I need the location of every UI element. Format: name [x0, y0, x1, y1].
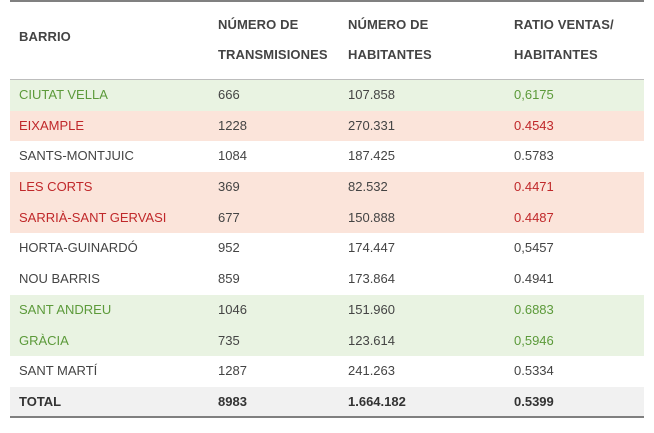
cell-habitantes: 241.263: [348, 363, 395, 379]
cell-habitantes: 150.888: [348, 209, 395, 225]
cell-barrio: CIUTAT VELLA: [19, 87, 108, 102]
header-transmisiones-line2: TRANSMISIONES: [218, 47, 328, 62]
cell-ratio: 0.5334: [514, 363, 554, 379]
cell-transmisiones: 859: [218, 271, 240, 287]
cell-habitantes: 107.858: [348, 87, 395, 102]
cell-ratio: 0.4941: [514, 271, 554, 287]
cell-habitantes: 123.614: [348, 332, 395, 348]
cell-barrio: GRÀCIA: [19, 332, 69, 348]
cell-transmisiones: 1084: [218, 148, 247, 164]
cell-ratio: 0.5783: [514, 148, 554, 164]
cell-ratio: 0.4471: [514, 179, 554, 195]
table-row: SANT MARTÍ 1287 241.263 0.5334: [10, 356, 644, 387]
table-row: SARRIÀ-SANT GERVASI 677 150.888 0.4487: [10, 202, 644, 234]
cell-habitantes: 270.331: [348, 117, 395, 133]
cell-transmisiones: 952: [218, 240, 240, 256]
header-barrio: BARRIO: [19, 29, 71, 44]
cell-habitantes: 187.425: [348, 148, 395, 164]
cell-ratio: 0,5946: [514, 332, 554, 348]
cell-barrio: LES CORTS: [19, 179, 93, 195]
table-row: HORTA-GUINARDÓ 952 174.447 0,5457: [10, 233, 644, 265]
cell-ratio: 0,6175: [514, 87, 554, 102]
table-row: CIUTAT VELLA 666 107.858 0,6175: [10, 80, 644, 111]
cell-habitantes: 151.960: [348, 301, 395, 317]
cell-ratio: 0,5457: [514, 240, 554, 256]
table-row: EIXAMPLE 1228 270.331 0.4543: [10, 110, 644, 142]
table-row: LES CORTS 369 82.532 0.4471: [10, 172, 644, 203]
cell-transmisiones: 1228: [218, 117, 247, 133]
cell-transmisiones: 735: [218, 332, 240, 348]
table-row: NOU BARRIS 859 173.864 0.4941: [10, 264, 644, 295]
table-row: GRÀCIA 735 123.614 0,5946: [10, 325, 644, 357]
total-ratio: 0.5399: [514, 393, 554, 409]
header-ratio-line2: HABITANTES: [514, 47, 598, 62]
header-ratio-line1: RATIO VENTAS/: [514, 17, 614, 32]
cell-barrio: SANTS-MONTJUIC: [19, 148, 134, 164]
cell-transmisiones: 1287: [218, 363, 247, 379]
cell-barrio: NOU BARRIS: [19, 271, 100, 287]
total-label: TOTAL: [19, 393, 62, 409]
cell-habitantes: 82.532: [348, 179, 388, 195]
header-habitantes-line1: NÚMERO DE: [348, 17, 429, 32]
cell-transmisiones: 666: [218, 87, 240, 102]
cell-transmisiones: 369: [218, 179, 240, 195]
cell-barrio: SANT ANDREU: [19, 301, 112, 317]
cell-habitantes: 174.447: [348, 240, 395, 256]
data-table: BARRIO NÚMERO DE TRANSMISIONES NÚMERO DE…: [10, 0, 644, 418]
table-body: CIUTAT VELLA 666 107.858 0,6175 EIXAMPLE 1228…: [10, 80, 644, 387]
cell-habitantes: 173.864: [348, 271, 395, 287]
cell-barrio: HORTA-GUINARDÓ: [19, 240, 138, 256]
total-row: TOTAL 8983 1.664.182 0.5399: [10, 386, 644, 418]
table-row: SANT ANDREU 1046 151.960 0.6883: [10, 294, 644, 326]
cell-transmisiones: 677: [218, 209, 240, 225]
cell-barrio: EIXAMPLE: [19, 117, 85, 133]
cell-barrio: SANT MARTÍ: [19, 363, 98, 379]
cell-ratio: 0.4543: [514, 117, 554, 133]
total-habitantes: 1.664.182: [348, 393, 406, 409]
total-transmisiones: 8983: [218, 393, 247, 409]
header-transmisiones-line1: NÚMERO DE: [218, 17, 299, 32]
cell-ratio: 0.4487: [514, 209, 554, 225]
cell-barrio: SARRIÀ-SANT GERVASI: [19, 209, 167, 225]
table-row: SANTS-MONTJUIC 1084 187.425 0.5783: [10, 141, 644, 173]
header-habitantes-line2: HABITANTES: [348, 47, 432, 62]
cell-ratio: 0.6883: [514, 301, 554, 317]
cell-transmisiones: 1046: [218, 301, 247, 317]
table-header: BARRIO NÚMERO DE TRANSMISIONES NÚMERO DE…: [10, 0, 644, 80]
